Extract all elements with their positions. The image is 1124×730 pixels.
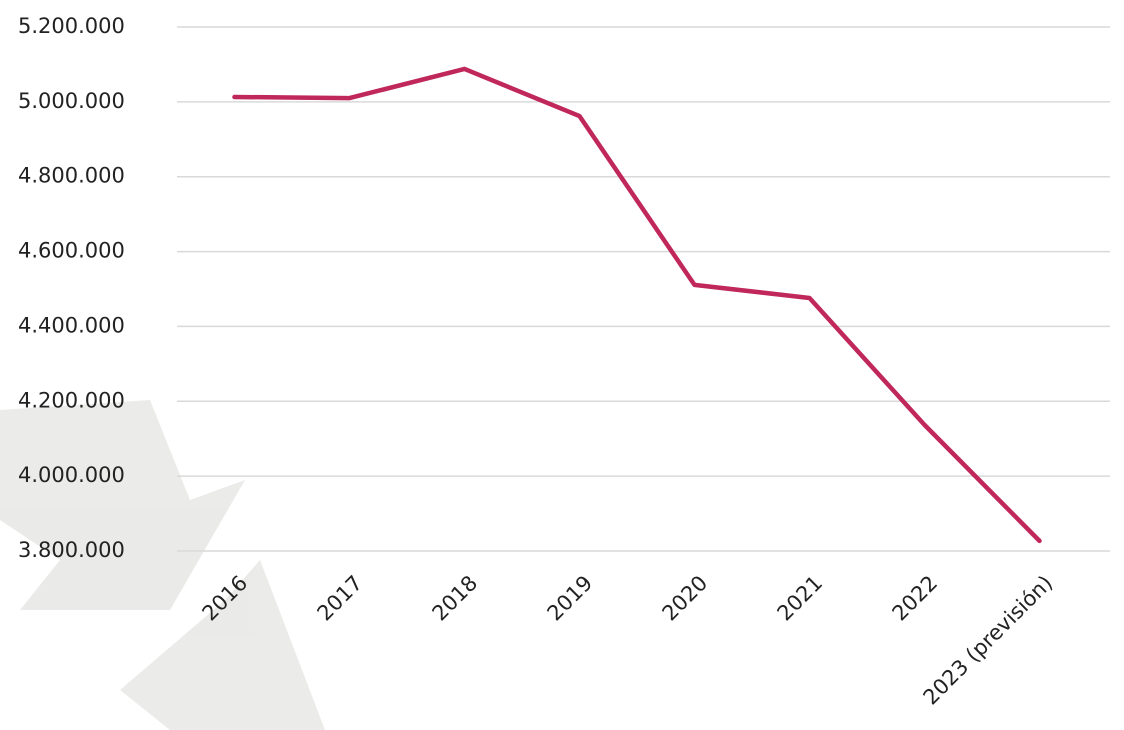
y-tick-label: 4.600.000 xyxy=(18,239,125,263)
x-tick-label: 2021 xyxy=(773,571,828,626)
data-line xyxy=(232,66,1042,544)
y-tick-label: 4.200.000 xyxy=(18,388,125,412)
y-tick-label: 4.800.000 xyxy=(18,164,125,188)
y-tick-label: 4.400.000 xyxy=(18,313,125,337)
y-tick-label: 3.800.000 xyxy=(18,538,125,562)
x-tick-label: 2022 xyxy=(888,571,943,626)
x-tick-label: 2020 xyxy=(658,571,713,626)
x-tick-label: 2017 xyxy=(313,571,368,626)
y-tick-label: 4.000.000 xyxy=(18,463,125,487)
background-decoration xyxy=(0,400,325,730)
y-tick-label: 5.000.000 xyxy=(18,89,125,113)
y-tick-label: 5.200.000 xyxy=(18,14,125,38)
x-tick-label: 2019 xyxy=(543,571,598,626)
x-tick-label: 2018 xyxy=(428,571,483,626)
x-tick-label: 2023 (previsión) xyxy=(919,571,1058,710)
